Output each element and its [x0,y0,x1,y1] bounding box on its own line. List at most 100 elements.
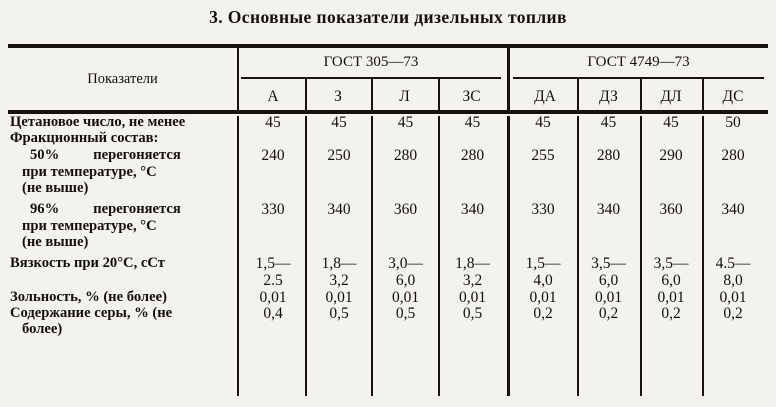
row-label-cetane: Цетановое число, не менее [10,114,186,130]
cell-viscosity-a-max: 2.5 [263,272,283,289]
cell-d50-dl: 290 [659,147,683,164]
cell-viscosity-zs-min: 1,8— [455,255,490,272]
cell-cetane-ds: 50 [725,114,741,131]
column-header-zs: ЗС [462,87,481,105]
cell-cetane-z: 45 [331,114,347,131]
cell-cetane-l: 45 [397,114,414,131]
group-underline-gost-4749 [513,77,764,79]
cell-viscosity-dl: 3,5— 6,0 [640,255,702,289]
vrule-params [237,48,239,110]
vrule-body-l-zs [438,116,440,396]
row-label-96pct: 96% перегоняется [30,201,181,218]
cell-sulfur-dz: 0,2 [598,305,619,322]
cell-d50-ds: 280 [721,147,745,164]
cell-sulfur-l: 0,5 [395,305,416,322]
row-label-ash: Зольность, % (не более) [10,289,167,305]
cell-viscosity-l-max: 6,0 [395,272,416,289]
row-label-sulfur: Содержание серы, % (не [10,305,173,321]
vrule-a-z [305,77,307,110]
cell-d50-da: 255 [531,147,555,164]
cell-viscosity-dl-min: 3,5— [653,255,689,272]
vrule-z-l [371,77,373,110]
vrule-group-divider [507,48,510,110]
cell-sulfur-ds: 0,2 [723,305,743,322]
vrule-dl-ds [702,77,704,110]
cell-viscosity-dz: 3,5— 6,0 [577,255,640,289]
column-group-header-gost-305: ГОСТ 305—73 [323,54,419,70]
vrule-body-dl-ds [702,116,704,396]
cell-d50-z: 250 [327,147,351,164]
vrule-da-dz [577,77,579,110]
cell-d96-ds: 340 [721,201,745,218]
vrule-body-a-z [305,116,307,396]
cell-viscosity-ds-min: 4.5— [715,255,751,272]
vrule-l-zs [438,77,440,110]
cell-viscosity-z-min: 1,8— [321,255,357,272]
cell-d96-l: 360 [393,201,418,218]
diesel-fuel-specs-table: Показатели ГОСТ 305—73 ГОСТ 4749—73 А З … [8,44,768,400]
cell-ash-ds: 0,01 [719,289,747,306]
table-body: Цетановое число, не менее Фракционный со… [8,114,768,400]
cell-ash-l: 0,01 [391,289,420,306]
table-top-rule [8,44,768,48]
row-label-96pct-distilled: перегоняется [93,201,181,217]
cell-ash-da: 0,01 [529,289,557,306]
cell-cetane-dl: 45 [663,114,679,131]
cell-d50-dz: 280 [596,147,621,164]
vrule-dz-dl [640,77,642,110]
vrule-body-z-l [371,116,373,396]
cell-cetane-dz: 45 [600,114,617,131]
cell-ash-zs: 0,01 [458,289,487,306]
cell-viscosity-da-min: 1,5— [525,255,561,272]
vrule-body-params [237,116,239,396]
cell-viscosity-ds-max: 8,0 [723,272,743,289]
row-label-sulfur-cont: более) [22,321,63,337]
row-label-50pct-notabove: (не выше) [22,180,89,196]
cell-d96-da: 330 [531,201,555,218]
cell-d96-z: 340 [327,201,351,218]
column-header-dz: ДЗ [599,87,618,105]
cell-viscosity-l: 3,0— 6,0 [373,255,438,289]
cell-cetane-zs: 45 [464,114,481,131]
cell-viscosity-dl-max: 6,0 [661,272,681,289]
vrule-body-dz-dl [640,116,642,396]
cell-viscosity-zs-max: 3,2 [462,272,483,289]
page-title: 3. Основные показатели дизельных топлив [209,7,567,27]
cell-d50-zs: 280 [460,147,485,164]
cell-viscosity-a-min: 1,5— [255,255,291,272]
column-header-z: З [334,87,342,105]
row-label-50pct-temp: при температуре, °С [22,164,157,180]
cell-viscosity-a: 1,5— 2.5 [241,255,305,289]
column-header-parameters: Показатели [87,70,158,87]
cell-d96-zs: 340 [460,201,485,218]
cell-viscosity-da-max: 4,0 [533,272,553,289]
cell-d96-dl: 360 [659,201,683,218]
row-label-viscosity: Вязкость при 20°С, сСт [10,255,165,271]
cell-sulfur-z: 0,5 [329,305,349,322]
row-label-50pct-pct: 50% [30,147,60,163]
cell-viscosity-dz-max: 6,0 [598,272,619,289]
cell-d50-l: 280 [393,147,418,164]
cell-cetane-da: 45 [535,114,551,131]
cell-viscosity-ds: 4.5— 8,0 [702,255,764,289]
cell-d96-dz: 340 [596,201,621,218]
row-label-50pct: 50% перегоняется [30,147,181,164]
cell-viscosity-dz-min: 3,5— [591,255,626,272]
column-header-a: А [267,87,279,105]
cell-viscosity-da: 1,5— 4,0 [511,255,575,289]
cell-viscosity-zs: 1,8— 3,2 [440,255,505,289]
row-label-96pct-temp: при температуре, °С [22,218,157,234]
cell-d50-a: 240 [261,147,285,164]
row-label-96pct-notabove: (не выше) [22,234,89,250]
cell-ash-z: 0,01 [325,289,353,306]
cell-viscosity-z: 1,8— 3,2 [307,255,371,289]
row-label-96pct-pct: 96% [30,201,60,217]
cell-ash-dl: 0,01 [657,289,685,306]
vrule-body-da-dz [577,116,579,396]
column-header-l: Л [399,87,410,105]
cell-cetane-a: 45 [265,114,281,131]
cell-ash-a: 0,01 [259,289,287,306]
row-label-fraction: Фракционный состав: [10,130,159,146]
cell-viscosity-z-max: 3,2 [329,272,349,289]
table-header: Показатели ГОСТ 305—73 ГОСТ 4749—73 А З … [8,48,768,110]
